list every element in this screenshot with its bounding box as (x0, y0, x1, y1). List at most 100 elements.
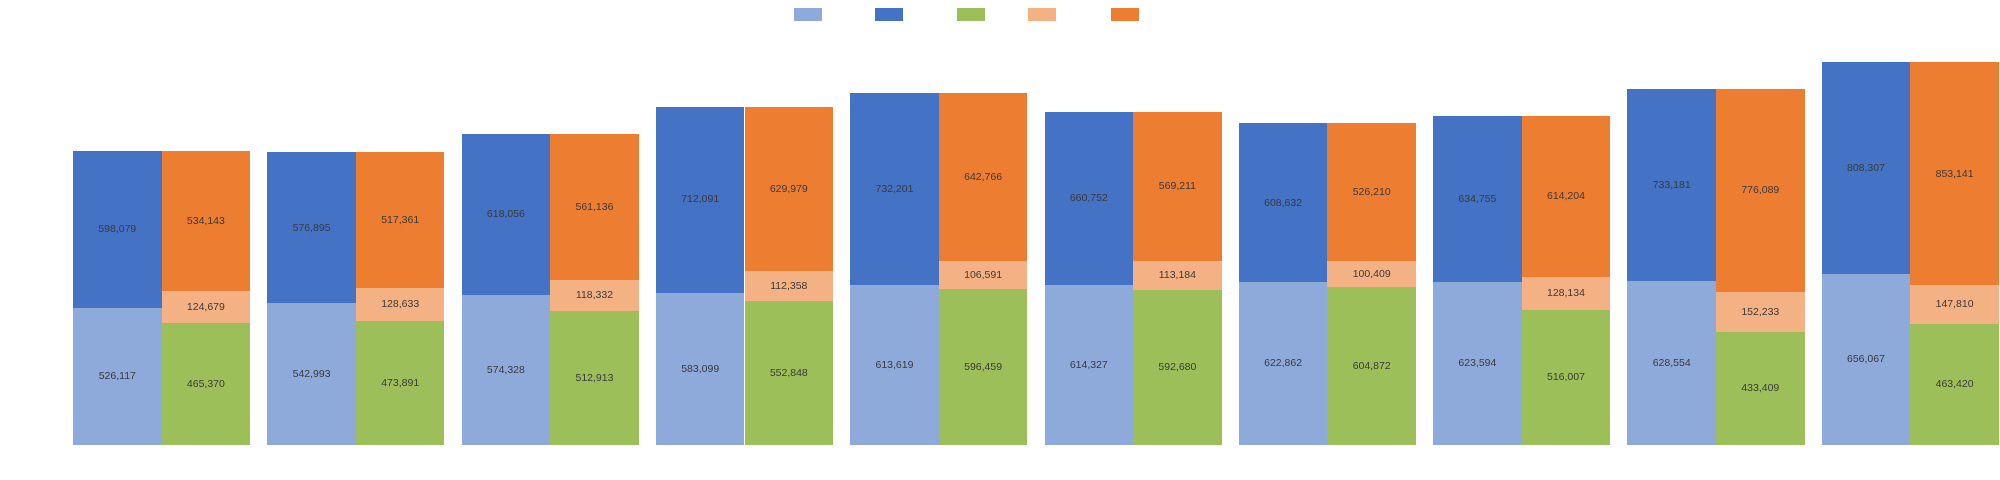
value-label: 147,810 (1935, 298, 1974, 311)
value-label: 152,233 (1741, 305, 1780, 318)
value-label: 433,409 (1741, 382, 1780, 395)
pair-7-right-green-segment: 604,872 (1327, 286, 1416, 445)
value-label: 776,089 (1741, 184, 1780, 197)
pair-1-left-dark-blue-segment: 598,079 (73, 151, 162, 308)
value-label: 113,184 (1158, 269, 1196, 282)
value-label: 660,752 (1069, 191, 1108, 204)
pair-9-right-green-segment: 433,409 (1716, 331, 1805, 445)
value-label: 628,554 (1652, 356, 1691, 369)
pair-3-left-dark-blue-segment: 618,056 (461, 133, 551, 295)
value-label: 561,136 (575, 200, 614, 213)
value-label: 463,420 (1935, 378, 1974, 391)
legend (0, 0, 2000, 30)
pair-10-right-green-segment: 463,420 (1910, 323, 1999, 445)
value-label: 623,594 (1458, 357, 1497, 370)
value-label: 853,141 (1935, 167, 1974, 180)
pair-2-right-orange-segment: 517,361 (355, 152, 445, 288)
value-label: 733,181 (1652, 178, 1691, 191)
value-label: 592,680 (1158, 361, 1197, 374)
value-label: 614,204 (1547, 190, 1585, 203)
pair-1-left-light-blue-segment: 526,117 (73, 307, 162, 445)
pair-4-right-green-segment: 552,848 (744, 300, 834, 445)
pair-6-right-peach-segment: 113,184 (1133, 260, 1222, 291)
pair-1-right-peach-segment: 124,679 (161, 290, 251, 324)
value-label: 552,848 (769, 366, 808, 379)
pair-2-right-peach-segment: 128,633 (355, 287, 445, 322)
pair-8-right-orange-segment: 614,204 (1521, 116, 1611, 277)
value-label: 118,332 (575, 289, 614, 302)
pair-9-right-peach-segment: 152,233 (1716, 292, 1805, 332)
value-label: 473,891 (381, 376, 420, 389)
pair-8-right-green-segment: 516,007 (1521, 310, 1611, 445)
value-label: 526,210 (1352, 185, 1391, 198)
pair-5-right-peach-segment: 106,591 (938, 261, 1028, 290)
value-label: 526,117 (98, 370, 136, 383)
pair-2-left-dark-blue-segment: 576,895 (267, 152, 356, 304)
value-label: 598,079 (98, 223, 137, 236)
pair-7-right-peach-segment: 100,409 (1327, 260, 1416, 287)
value-label: 583,099 (681, 362, 720, 375)
pair-6-right-orange-segment: 569,211 (1133, 111, 1222, 261)
value-label: 732,201 (875, 182, 914, 195)
pair-3-right-orange-segment: 561,136 (550, 133, 639, 281)
value-label: 128,134 (1547, 287, 1585, 300)
pair-6-right-green-segment: 592,680 (1133, 290, 1222, 445)
pair-8-left-light-blue-segment: 623,594 (1433, 282, 1522, 445)
legend-swatch-dark-blue (875, 8, 903, 21)
value-label: 576,895 (292, 221, 331, 234)
value-label: 596,459 (964, 360, 1003, 373)
value-label: 634,755 (1458, 192, 1497, 205)
pair-3-right-green-segment: 512,913 (550, 311, 639, 445)
value-label: 808,307 (1847, 161, 1885, 174)
pair-6-left-dark-blue-segment: 660,752 (1044, 111, 1134, 285)
pair-4-right-peach-segment: 112,358 (744, 271, 834, 301)
value-label: 106,591 (964, 269, 1003, 281)
pair-9-right-orange-segment: 776,089 (1716, 89, 1805, 292)
value-label: 465,370 (186, 377, 225, 390)
value-label: 516,007 (1547, 371, 1585, 384)
value-label: 100,409 (1352, 267, 1391, 280)
value-label: 542,993 (292, 367, 331, 380)
pair-4-left-light-blue-segment: 583,099 (655, 292, 745, 445)
legend-swatch-orange (1111, 8, 1139, 21)
value-label: 608,632 (1264, 196, 1303, 209)
value-label: 613,619 (875, 358, 914, 371)
pair-6-left-light-blue-segment: 614,327 (1044, 284, 1134, 445)
legend-swatch-green (957, 8, 985, 21)
value-label: 112,358 (770, 279, 808, 292)
value-label: 128,633 (381, 298, 420, 311)
pair-9-left-light-blue-segment: 628,554 (1627, 280, 1716, 445)
value-label: 656,067 (1847, 353, 1885, 366)
pair-3-left-light-blue-segment: 574,328 (461, 294, 551, 445)
value-label: 622,862 (1264, 357, 1303, 370)
pair-4-right-orange-segment: 629,979 (744, 106, 834, 272)
pair-7-left-dark-blue-segment: 608,632 (1238, 123, 1328, 283)
pair-8-right-peach-segment: 128,134 (1521, 276, 1611, 311)
pair-9-left-dark-blue-segment: 733,181 (1627, 89, 1716, 281)
pair-5-left-light-blue-segment: 613,619 (850, 284, 939, 445)
pair-3-right-peach-segment: 118,332 (550, 280, 639, 311)
legend-swatch-peach (1028, 8, 1056, 21)
pair-2-right-green-segment: 473,891 (355, 321, 445, 445)
value-label: 614,327 (1069, 358, 1108, 371)
pair-10-left-light-blue-segment: 656,067 (1821, 273, 1911, 445)
value-label: 642,766 (964, 171, 1003, 184)
value-label: 604,872 (1352, 359, 1391, 372)
pair-8-left-dark-blue-segment: 634,755 (1433, 116, 1522, 283)
pair-10-left-dark-blue-segment: 808,307 (1821, 62, 1911, 274)
pair-1-right-orange-segment: 534,143 (161, 151, 251, 291)
pair-1-right-green-segment: 465,370 (161, 323, 251, 445)
pair-7-right-orange-segment: 526,210 (1327, 123, 1416, 261)
value-label: 512,913 (575, 371, 614, 384)
value-label: 712,091 (681, 193, 720, 206)
value-label: 618,056 (486, 207, 525, 220)
pair-10-right-orange-segment: 853,141 (1910, 62, 1999, 286)
value-label: 574,328 (486, 363, 525, 376)
value-label: 534,143 (186, 214, 225, 227)
pair-4-left-dark-blue-segment: 712,091 (655, 106, 745, 293)
pair-5-right-green-segment: 596,459 (938, 289, 1028, 445)
pair-10-right-peach-segment: 147,810 (1910, 285, 1999, 324)
value-label: 517,361 (381, 213, 420, 226)
